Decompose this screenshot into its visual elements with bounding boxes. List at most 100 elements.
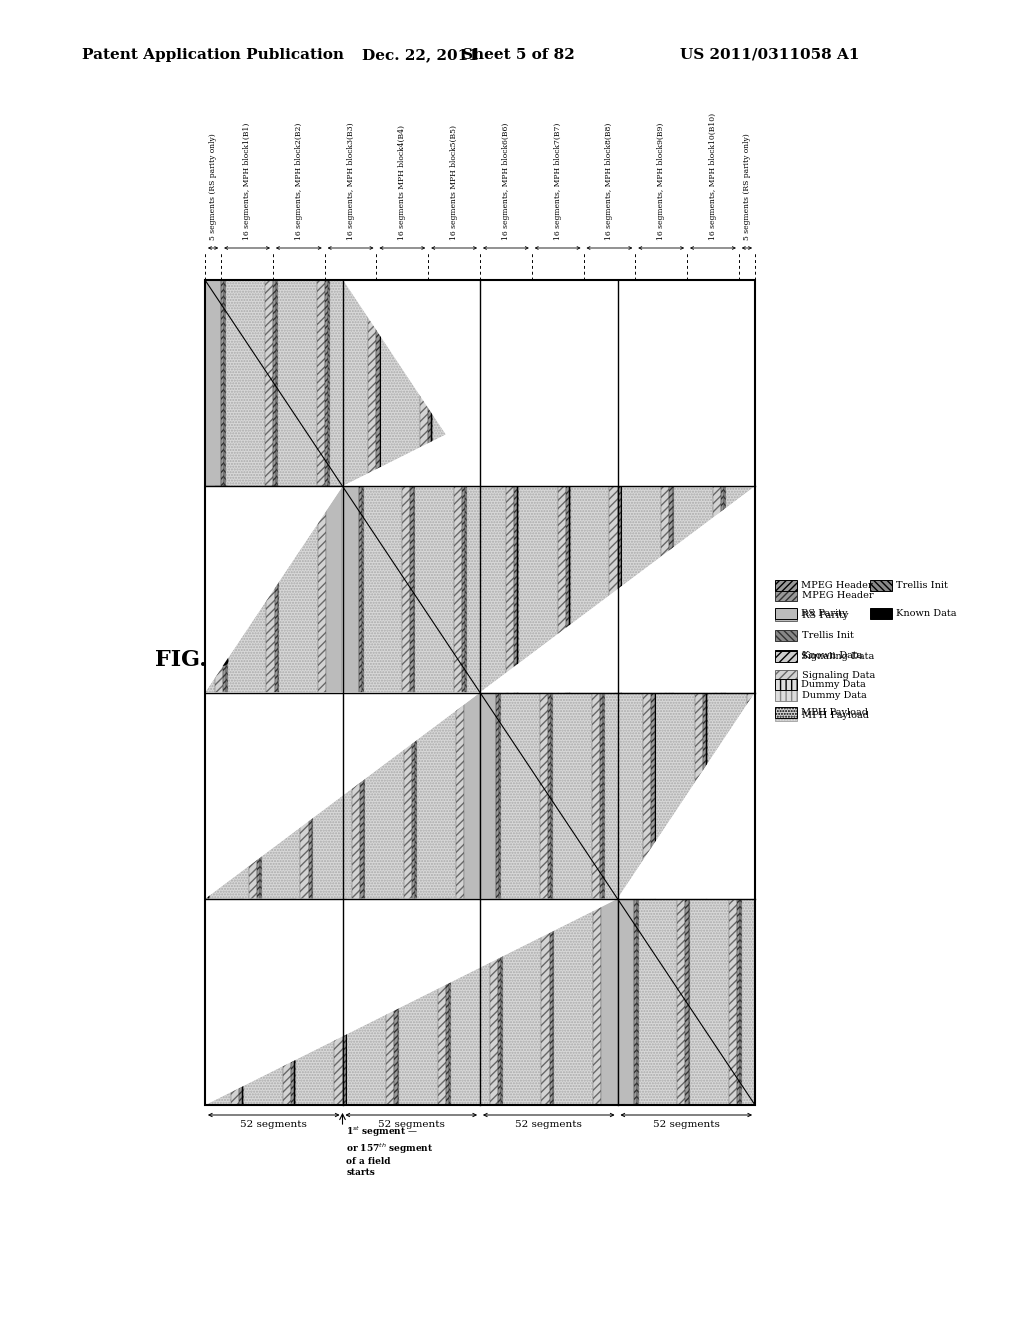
- Bar: [347, 899, 386, 1105]
- Bar: [467, 486, 506, 693]
- Bar: [278, 280, 316, 486]
- Bar: [366, 693, 404, 899]
- Bar: [352, 693, 360, 899]
- Bar: [377, 280, 380, 486]
- Text: 16 segments, MPH block3(B3): 16 segments, MPH block3(B3): [346, 123, 354, 240]
- Text: MPEG Header: MPEG Header: [801, 581, 872, 590]
- Bar: [775, 710, 797, 721]
- Polygon shape: [205, 486, 342, 693]
- Bar: [517, 486, 519, 693]
- Bar: [404, 693, 412, 899]
- Bar: [589, 280, 628, 486]
- Bar: [677, 899, 685, 1105]
- Bar: [205, 486, 215, 693]
- Bar: [454, 486, 462, 693]
- Bar: [870, 579, 892, 591]
- Bar: [746, 693, 755, 899]
- Bar: [224, 280, 226, 486]
- Text: 52 segments: 52 segments: [378, 1119, 444, 1129]
- Text: Sheet 5 of 82: Sheet 5 of 82: [462, 48, 574, 62]
- Bar: [570, 486, 609, 693]
- Bar: [456, 693, 464, 899]
- Bar: [342, 486, 358, 693]
- Text: 52 segments: 52 segments: [241, 1119, 307, 1129]
- Bar: [325, 280, 328, 486]
- Bar: [205, 693, 208, 899]
- Bar: [689, 899, 690, 1105]
- Bar: [226, 486, 227, 693]
- Bar: [726, 486, 755, 693]
- Bar: [210, 693, 249, 899]
- Bar: [662, 486, 670, 693]
- Bar: [417, 693, 456, 899]
- Bar: [428, 280, 431, 486]
- Bar: [205, 280, 221, 486]
- Bar: [311, 693, 313, 899]
- Bar: [542, 899, 550, 1105]
- Bar: [604, 693, 643, 899]
- Text: Signaling Data: Signaling Data: [802, 671, 876, 680]
- Bar: [775, 610, 797, 620]
- Bar: [553, 693, 592, 899]
- Bar: [775, 590, 797, 601]
- Bar: [679, 280, 687, 486]
- Bar: [300, 693, 308, 899]
- Text: Patent Application Publication: Patent Application Publication: [82, 48, 344, 62]
- Bar: [500, 693, 501, 899]
- Bar: [558, 486, 565, 693]
- Bar: [412, 693, 416, 899]
- Bar: [634, 899, 637, 1105]
- Bar: [342, 899, 346, 1105]
- Text: Dummy Data: Dummy Data: [801, 680, 865, 689]
- Bar: [276, 280, 278, 486]
- Bar: [230, 899, 239, 1105]
- Text: Signaling Data: Signaling Data: [801, 652, 874, 661]
- Polygon shape: [342, 280, 755, 486]
- Bar: [639, 280, 640, 486]
- Bar: [360, 693, 364, 899]
- Bar: [397, 899, 399, 1105]
- Text: MPEG Header: MPEG Header: [802, 591, 873, 601]
- Bar: [480, 280, 483, 486]
- Text: 16 segments MPH block5(B5): 16 segments MPH block5(B5): [451, 125, 458, 240]
- Bar: [411, 486, 414, 693]
- Text: 1$^{st}$ segment —
or 157$^{th}$ segment
of a field
starts: 1$^{st}$ segment — or 157$^{th}$ segment…: [346, 1125, 434, 1176]
- Bar: [775, 671, 797, 681]
- Bar: [551, 693, 553, 899]
- Text: US 2011/0311058 A1: US 2011/0311058 A1: [680, 48, 859, 62]
- Bar: [740, 899, 742, 1105]
- Polygon shape: [205, 486, 342, 693]
- Text: 16 segments, MPH block6(B6): 16 segments, MPH block6(B6): [502, 123, 510, 240]
- Bar: [635, 280, 639, 486]
- Bar: [501, 899, 503, 1105]
- Bar: [775, 708, 797, 718]
- Bar: [296, 899, 335, 1105]
- Text: 16 segments, MPH block10(B10): 16 segments, MPH block10(B10): [709, 114, 717, 240]
- Bar: [656, 693, 695, 899]
- Polygon shape: [617, 693, 755, 899]
- Bar: [775, 678, 797, 690]
- Bar: [673, 486, 674, 693]
- Bar: [713, 486, 721, 693]
- Bar: [637, 899, 639, 1105]
- Bar: [462, 486, 466, 693]
- Bar: [565, 486, 569, 693]
- Text: Dec. 22, 2011: Dec. 22, 2011: [362, 48, 479, 62]
- Bar: [227, 486, 266, 693]
- Bar: [239, 899, 243, 1105]
- Polygon shape: [617, 693, 755, 899]
- Bar: [205, 899, 230, 1105]
- Text: 52 segments: 52 segments: [515, 1119, 583, 1129]
- Bar: [464, 693, 480, 899]
- Text: 52 segments: 52 segments: [653, 1119, 720, 1129]
- Text: MPH Payload: MPH Payload: [802, 711, 869, 719]
- Bar: [870, 609, 892, 619]
- Bar: [489, 899, 498, 1105]
- Bar: [358, 486, 361, 693]
- Bar: [265, 280, 273, 486]
- Polygon shape: [205, 693, 480, 899]
- Bar: [690, 899, 729, 1105]
- Text: 16 segments MPH block4(B4): 16 segments MPH block4(B4): [398, 125, 407, 240]
- Bar: [205, 280, 755, 486]
- Bar: [742, 899, 755, 1105]
